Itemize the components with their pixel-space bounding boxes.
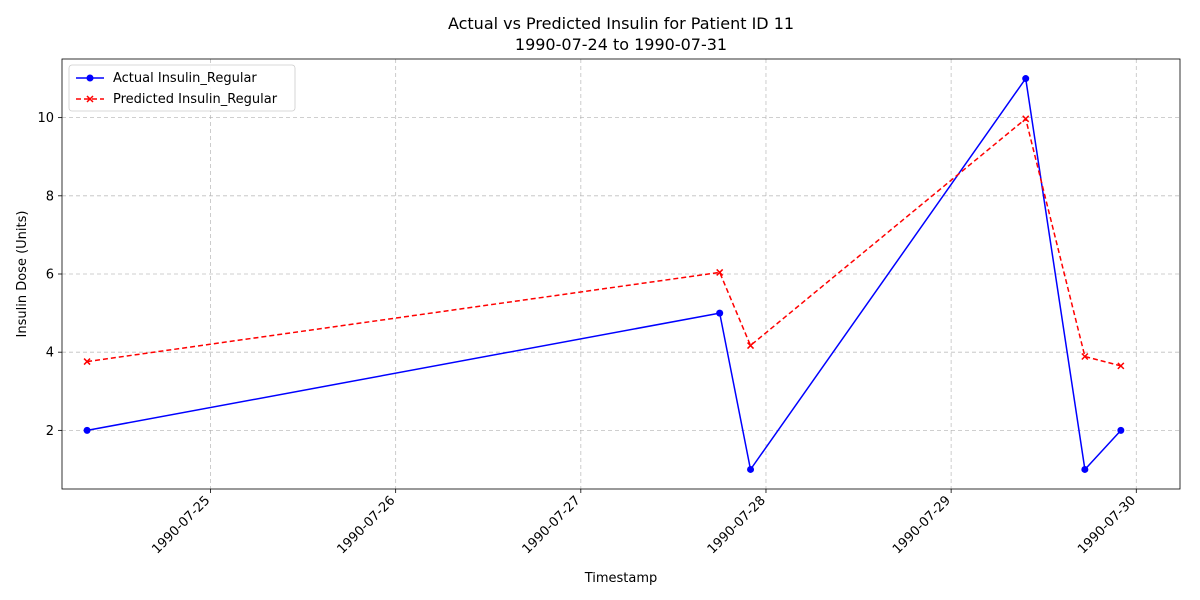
- y-tick-label: 4: [46, 346, 54, 361]
- data-point-predicted: [747, 342, 755, 350]
- series-line-predicted: [86, 118, 1122, 367]
- y-tick-label: 10: [37, 111, 54, 126]
- plot-frame: [61, 58, 1181, 490]
- data-point-actual: [1081, 465, 1089, 473]
- chart-title: Actual vs Predicted Insulin for Patient …: [448, 14, 794, 33]
- legend-marker-predicted: [86, 95, 94, 103]
- data-point-predicted: [1117, 362, 1125, 370]
- chart-subtitle: 1990-07-24 to 1990-07-31: [515, 35, 727, 54]
- grid: [62, 59, 1180, 489]
- data-point-predicted: [1022, 115, 1030, 123]
- data-point-actual: [83, 426, 91, 434]
- y-axis-label: Insulin Dose (Units): [15, 211, 30, 338]
- legend-label-predicted: Predicted Insulin_Regular: [113, 92, 278, 107]
- y-tick-label: 2: [46, 424, 54, 439]
- legend: Actual Insulin_Regular Predicted Insulin…: [68, 64, 296, 112]
- data-point-actual: [747, 465, 755, 473]
- y-tick-label: 8: [46, 189, 54, 204]
- legend-label-actual: Actual Insulin_Regular: [113, 71, 257, 86]
- data-point-actual: [1022, 75, 1030, 83]
- data-point-actual: [716, 309, 724, 317]
- data-point-actual: [1117, 426, 1125, 434]
- legend-box: [68, 64, 296, 112]
- legend-marker-actual: [86, 74, 94, 82]
- y-tick-label: 6: [46, 268, 54, 283]
- data-point-predicted: [1081, 352, 1089, 361]
- x-axis-label: Timestamp: [584, 571, 658, 586]
- data-point-predicted: [716, 268, 724, 276]
- data-point-predicted: [83, 358, 91, 366]
- plot-series: [83, 75, 1125, 473]
- series-line-actual: [86, 77, 1122, 471]
